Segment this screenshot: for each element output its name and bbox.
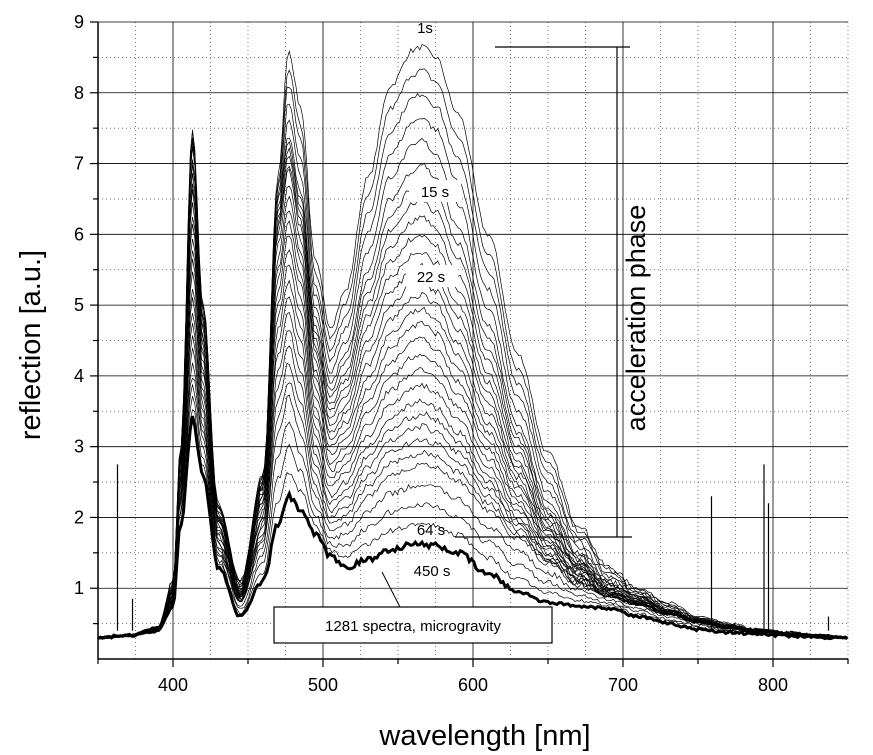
acceleration-phase-label: acceleration phase [621,205,651,432]
series-line-intermediate [97,249,848,639]
label-450s-bg [405,559,460,581]
x-axis-ticks: 400 500 600 700 800 [97,659,849,695]
x-tick-label: 800 [758,675,788,695]
y-tick-label: 1 [74,578,84,598]
y-tick-label: 9 [74,12,84,32]
y-axis-ticks: 1 2 3 4 5 6 7 8 9 [74,12,98,625]
y-tick-label: 6 [74,224,84,244]
x-tick-label: 500 [308,675,338,695]
series-line-intermediate [97,396,848,640]
x-tick-label: 400 [158,675,188,695]
box-leader-line [381,571,401,608]
series-line-intermediate [97,362,848,640]
y-tick-label: 7 [74,154,84,174]
label-1s: 1s [417,20,433,37]
label-15s-bg [409,180,461,202]
series-line-450s [97,415,849,641]
label-22s-bg [406,265,458,287]
y-axis-title: reflection [a.u.] [15,250,47,440]
label-450s: 450 s [414,563,451,580]
spectra-series [97,44,849,641]
x-tick-label: 700 [608,675,638,695]
spectra-count-label: 1281 spectra, microgravity [325,618,501,635]
y-tick-label: 4 [74,366,84,386]
y-tick-label: 8 [74,83,84,103]
series-line-64s [97,377,848,640]
x-tick-label: 600 [458,675,488,695]
label-22s: 22 s [417,269,445,286]
series-line-intermediate [97,147,848,640]
label-15s: 15 s [421,184,449,201]
y-tick-label: 2 [74,507,84,527]
series-line-intermediate [98,165,848,640]
y-tick-label: 5 [74,295,84,315]
label-64s: 64 s [417,522,445,539]
y-tick-label: 3 [74,437,84,457]
spectral-spikes [116,464,830,631]
x-axis-title: wavelength [nm] [378,720,590,752]
spectra-count-box [273,606,553,644]
